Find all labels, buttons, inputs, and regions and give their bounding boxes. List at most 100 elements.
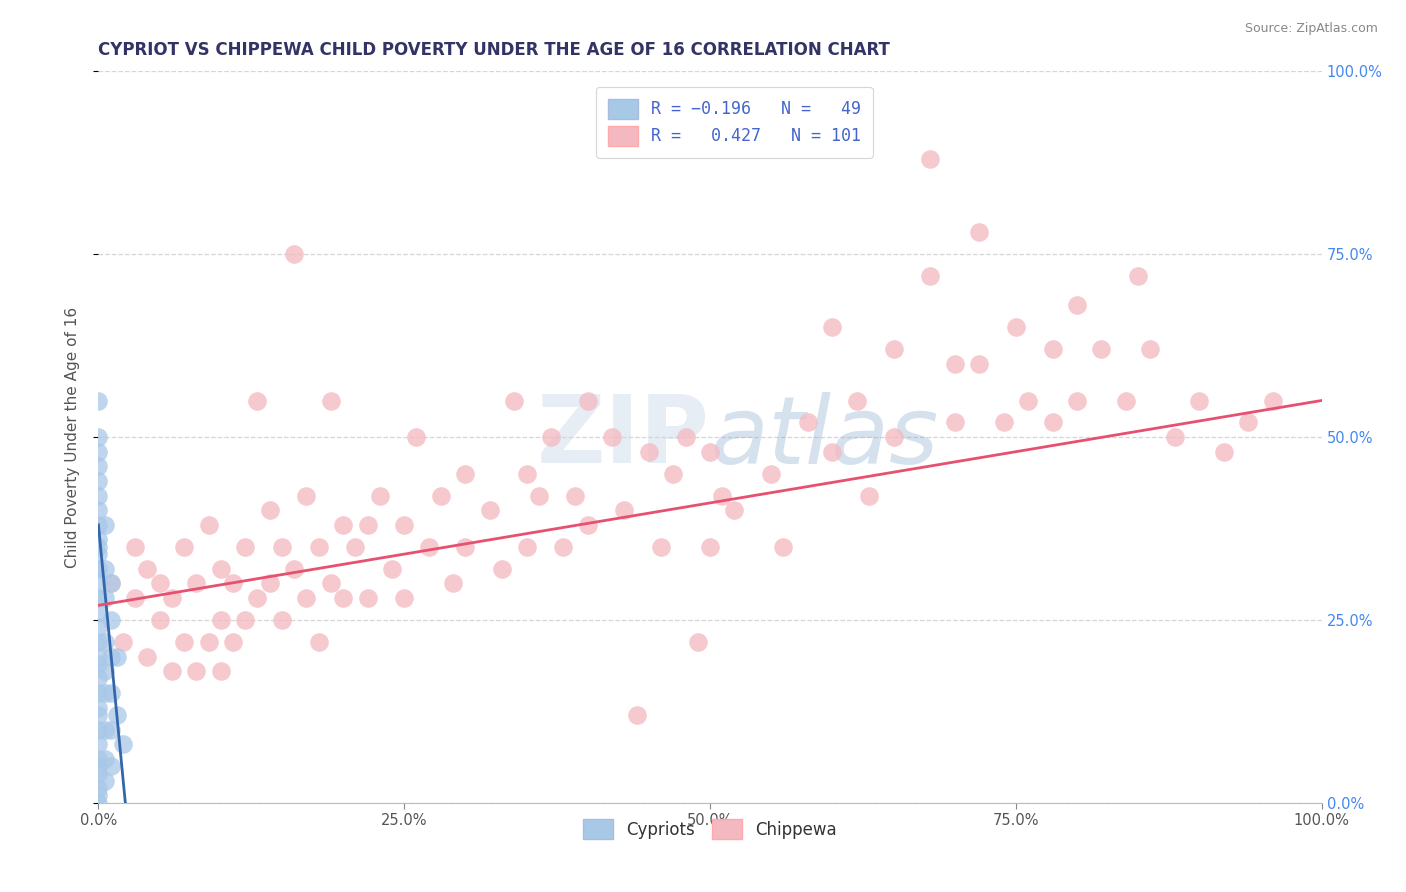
Point [100, 576, 122, 591]
Point [332, 591, 354, 605]
Point [100, 686, 122, 700]
Point [540, 430, 562, 444]
Point [392, 591, 416, 605]
Point [1128, 269, 1150, 284]
Point [699, 444, 721, 458]
Point [100, 613, 122, 627]
Point [699, 540, 721, 554]
Point [564, 489, 586, 503]
Point [87, 781, 110, 796]
Point [344, 540, 367, 554]
Point [478, 503, 501, 517]
Point [576, 393, 599, 408]
Point [209, 562, 232, 576]
Point [332, 517, 354, 532]
Text: atlas: atlas [710, 392, 938, 483]
Point [87, 540, 110, 554]
Point [197, 635, 219, 649]
Point [418, 540, 440, 554]
Point [222, 576, 245, 591]
Point [87, 430, 110, 444]
Point [100, 649, 122, 664]
Point [381, 562, 404, 576]
Point [87, 620, 110, 634]
Point [920, 152, 942, 166]
Point [87, 562, 110, 576]
Point [1066, 393, 1088, 408]
Point [441, 576, 464, 591]
Point [100, 723, 122, 737]
Point [124, 591, 146, 605]
Point [246, 591, 269, 605]
Point [93, 773, 115, 788]
Point [173, 635, 195, 649]
Point [87, 517, 110, 532]
Point [93, 664, 115, 678]
Point [308, 635, 330, 649]
Point [797, 416, 820, 430]
Point [503, 393, 526, 408]
Point [821, 444, 844, 458]
Point [136, 649, 159, 664]
Point [87, 649, 110, 664]
Point [209, 664, 232, 678]
Point [87, 393, 110, 408]
Point [723, 503, 745, 517]
Point [209, 613, 232, 627]
Point [967, 357, 990, 371]
Point [259, 503, 281, 517]
Point [1017, 393, 1039, 408]
Point [87, 591, 110, 605]
Point [576, 517, 599, 532]
Y-axis label: Child Poverty Under the Age of 16: Child Poverty Under the Age of 16 [65, 307, 80, 567]
Point [222, 635, 245, 649]
Point [675, 430, 697, 444]
Point [160, 664, 183, 678]
Point [87, 686, 110, 700]
Point [105, 649, 128, 664]
Point [87, 459, 110, 474]
Point [711, 489, 734, 503]
Point [93, 562, 115, 576]
Point [515, 467, 537, 481]
Point [87, 737, 110, 751]
Point [87, 444, 110, 458]
Point [454, 540, 477, 554]
Point [613, 503, 636, 517]
Point [1115, 393, 1137, 408]
Text: Source: ZipAtlas.com: Source: ZipAtlas.com [1244, 22, 1378, 36]
Point [87, 766, 110, 780]
Point [87, 796, 110, 810]
Point [1042, 343, 1064, 357]
Point [93, 752, 115, 766]
Point [87, 533, 110, 547]
Point [527, 489, 550, 503]
Point [87, 576, 110, 591]
Point [186, 664, 208, 678]
Point [319, 576, 342, 591]
Point [87, 708, 110, 723]
Point [1188, 393, 1211, 408]
Point [1212, 444, 1234, 458]
Point [87, 700, 110, 714]
Point [270, 613, 294, 627]
Point [233, 613, 256, 627]
Point [111, 635, 134, 649]
Point [626, 708, 648, 723]
Point [405, 430, 427, 444]
Point [883, 430, 905, 444]
Point [883, 343, 905, 357]
Point [197, 517, 219, 532]
Point [93, 635, 115, 649]
Point [1164, 430, 1187, 444]
Point [319, 393, 342, 408]
Point [87, 657, 110, 671]
Point [87, 503, 110, 517]
Point [1261, 393, 1284, 408]
Point [1237, 416, 1260, 430]
Point [1042, 416, 1064, 430]
Point [100, 759, 122, 773]
Point [430, 489, 453, 503]
Point [87, 789, 110, 803]
Point [308, 540, 330, 554]
